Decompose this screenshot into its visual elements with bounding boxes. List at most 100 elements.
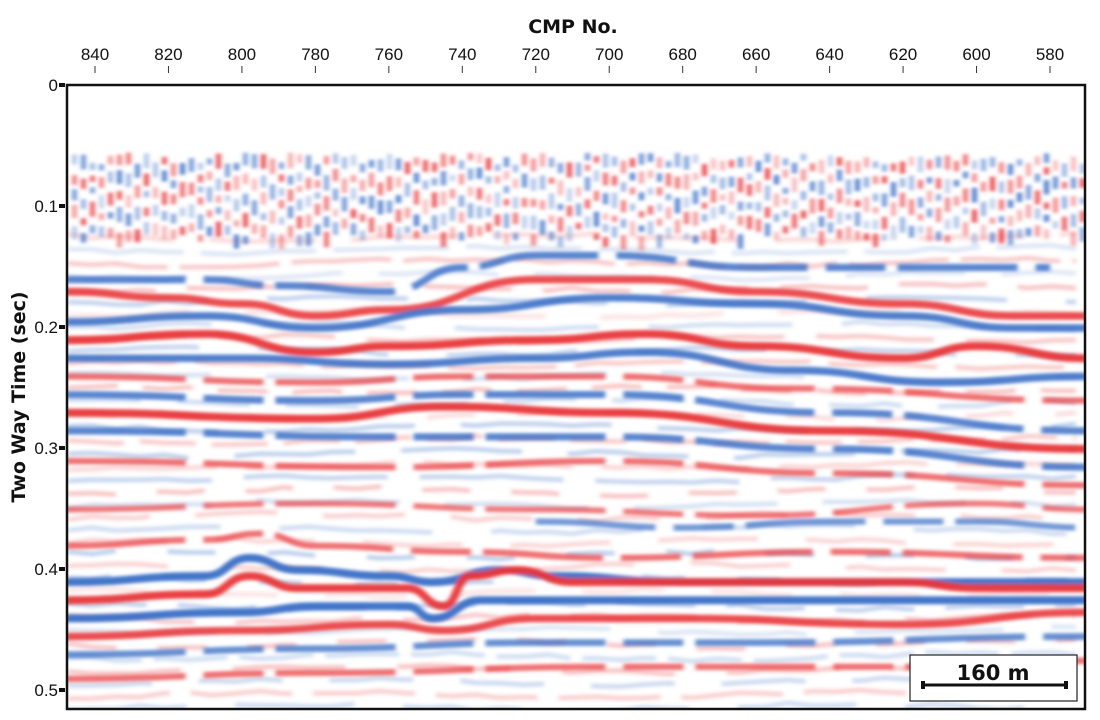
noise-mark (603, 153, 608, 168)
noise-mark (828, 155, 833, 167)
noise-mark (729, 212, 734, 220)
noise-mark (972, 209, 977, 223)
near-surface-noise (72, 152, 1084, 251)
noise-mark (351, 175, 356, 183)
noise-mark (567, 188, 572, 202)
noise-mark (270, 158, 275, 174)
noise-mark (819, 159, 824, 174)
noise-mark (720, 177, 725, 190)
noise-mark (540, 175, 545, 190)
noise-mark (738, 201, 743, 211)
noise-mark (414, 214, 419, 227)
noise-mark (963, 171, 968, 179)
noise-mark (585, 164, 590, 171)
noise-mark (288, 189, 293, 202)
noise-mark (135, 229, 140, 243)
y-tick-label: 0.4 (34, 560, 58, 579)
noise-mark (1044, 167, 1049, 175)
noise-mark (117, 207, 122, 223)
noise-mark (549, 215, 554, 224)
noise-mark (828, 207, 833, 219)
noise-mark (864, 233, 869, 241)
noise-mark (972, 187, 977, 203)
noise-mark (729, 176, 734, 188)
noise-mark (558, 203, 563, 211)
noise-mark (549, 177, 554, 184)
noise-mark (855, 200, 860, 207)
noise-mark (594, 190, 599, 201)
x-tick-label: 820 (154, 45, 182, 64)
noise-mark (774, 231, 779, 241)
noise-mark (900, 161, 905, 174)
noise-mark (1017, 209, 1022, 222)
noise-mark (135, 163, 140, 178)
noise-mark (324, 175, 329, 191)
noise-mark (684, 233, 689, 240)
noise-mark (747, 156, 752, 167)
seismic-section (68, 86, 1084, 708)
noise-mark (1017, 192, 1022, 202)
noise-mark (648, 205, 653, 215)
noise-mark (810, 222, 815, 234)
plot-frame (65, 83, 1087, 711)
noise-mark (459, 160, 464, 170)
noise-mark (189, 182, 194, 196)
noise-mark (1080, 178, 1084, 188)
noise-mark (1053, 221, 1058, 229)
noise-mark (387, 153, 392, 170)
noise-mark (162, 225, 167, 240)
noise-mark (225, 181, 230, 191)
noise-mark (486, 176, 491, 184)
noise-mark (279, 188, 284, 197)
noise-mark (639, 171, 644, 184)
noise-mark (603, 172, 608, 186)
noise-mark (990, 176, 995, 192)
noise-mark (837, 157, 842, 166)
noise-mark (1008, 179, 1013, 194)
noise-mark (351, 209, 356, 219)
noise-mark (963, 154, 968, 166)
noise-mark (1044, 229, 1049, 239)
noise-mark (621, 219, 626, 228)
noise-mark (567, 162, 572, 178)
noise-mark (990, 217, 995, 224)
background-reflector (68, 560, 1077, 575)
noise-mark (99, 226, 104, 237)
noise-mark (432, 192, 437, 208)
y-tick-mark (59, 83, 65, 87)
noise-mark (540, 153, 545, 167)
noise-mark (819, 198, 824, 212)
noise-mark (504, 199, 509, 206)
noise-mark (927, 226, 932, 242)
noise-mark (1053, 176, 1058, 190)
noise-mark (711, 189, 716, 203)
noise-mark (828, 222, 833, 233)
noise-mark (873, 161, 878, 169)
noise-mark (243, 236, 248, 245)
noise-mark (234, 234, 239, 249)
noise-mark (279, 162, 284, 170)
noise-mark (522, 198, 527, 208)
noise-mark (594, 156, 599, 163)
noise-mark (108, 171, 113, 183)
noise-mark (747, 202, 752, 210)
noise-mark (576, 187, 581, 197)
noise-mark (612, 156, 617, 167)
noise-mark (990, 198, 995, 210)
noise-mark (477, 187, 482, 200)
noise-mark (234, 199, 239, 212)
noise-mark (189, 204, 194, 219)
noise-mark (747, 173, 752, 181)
noise-mark (198, 234, 203, 242)
noise-mark (450, 206, 455, 221)
noise-mark (396, 227, 401, 242)
noise-mark (1017, 229, 1022, 239)
noise-mark (261, 175, 266, 188)
noise-mark (324, 196, 329, 211)
noise-mark (468, 186, 473, 197)
noise-mark (693, 211, 698, 226)
noise-mark (180, 226, 185, 236)
noise-mark (1026, 228, 1031, 237)
noise-mark (495, 230, 500, 240)
noise-mark (648, 187, 653, 195)
